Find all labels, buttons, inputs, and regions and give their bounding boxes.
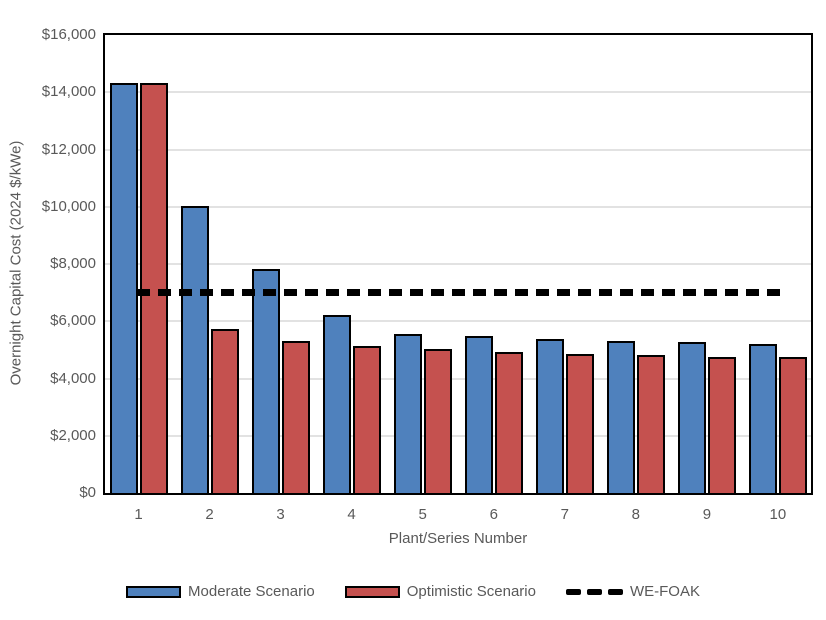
x-tick-label: 8: [631, 506, 640, 523]
x-tick-label: 7: [560, 506, 569, 523]
y-tick-label: $4,000: [50, 369, 96, 387]
gridline: [105, 148, 811, 151]
bar-moderate-plant-5: [393, 333, 422, 493]
legend-label-moderate: Moderate Scenario: [188, 583, 315, 600]
x-axis-title: Plant/Series Number: [388, 530, 528, 547]
bar-optimistic-plant-2: [210, 329, 239, 493]
we-foak-dash-icon: [565, 588, 623, 595]
legend-item-moderate: Moderate Scenario: [126, 583, 315, 600]
x-tick-label: 3: [276, 506, 285, 523]
legend-item-wefoak: WE-FOAK: [565, 583, 700, 600]
legend-label-wefoak: WE-FOAK: [629, 583, 700, 600]
bar-moderate-plant-9: [677, 342, 706, 493]
bar-moderate-plant-6: [464, 336, 493, 493]
bar-moderate-plant-3: [251, 269, 280, 493]
bar-moderate-plant-7: [535, 339, 564, 493]
legend-item-optimistic: Optimistic Scenario: [344, 583, 536, 600]
y-tick-label: $16,000: [41, 26, 96, 43]
y-tick-label: $14,000: [41, 83, 96, 101]
y-tick-label: $12,000: [41, 140, 96, 158]
x-tick-label: 4: [347, 506, 356, 523]
bar-moderate-plant-2: [180, 206, 209, 493]
gridline: [105, 377, 811, 380]
gridline: [105, 263, 811, 265]
bar-optimistic-plant-3: [281, 340, 310, 493]
bar-optimistic-plant-9: [707, 356, 736, 493]
x-tick-label: 1: [134, 506, 143, 523]
optimistic-scenario-swatch: [344, 585, 400, 598]
bar-optimistic-plant-8: [636, 355, 665, 493]
legend-label-optimistic: Optimistic Scenario: [406, 583, 536, 600]
y-tick-label: $8,000: [50, 255, 96, 272]
moderate-scenario-swatch: [126, 585, 182, 598]
bar-optimistic-plant-6: [494, 352, 523, 493]
y-tick-label: $10,000: [41, 197, 96, 215]
gridline: [105, 320, 811, 323]
x-tick-label: 6: [489, 506, 498, 523]
gridline: [105, 434, 811, 437]
bar-optimistic-plant-4: [352, 346, 381, 493]
bar-moderate-plant-10: [748, 343, 777, 493]
y-tick-label: $0: [79, 484, 96, 501]
gridline: [105, 205, 811, 208]
bar-moderate-plant-1: [109, 83, 138, 493]
bar-optimistic-plant-5: [423, 349, 452, 493]
bar-optimistic-plant-10: [778, 356, 807, 493]
legend: Moderate Scenario Optimistic Scenario WE…: [0, 583, 826, 600]
gridline: [105, 91, 811, 94]
y-tick-label: $2,000: [50, 426, 96, 444]
plot-area: [103, 33, 813, 495]
bar-optimistic-plant-1: [139, 83, 168, 493]
y-tick-label: $6,000: [50, 312, 96, 330]
x-tick-label: 5: [418, 506, 427, 523]
x-tick-label: 2: [205, 506, 214, 523]
bar-optimistic-plant-7: [565, 353, 594, 493]
we-foak-reference-line: [137, 289, 786, 297]
bar-moderate-plant-4: [322, 315, 351, 493]
bar-moderate-plant-8: [606, 340, 635, 493]
x-tick-label: 9: [702, 506, 712, 523]
x-tick-label: 10: [769, 506, 787, 523]
